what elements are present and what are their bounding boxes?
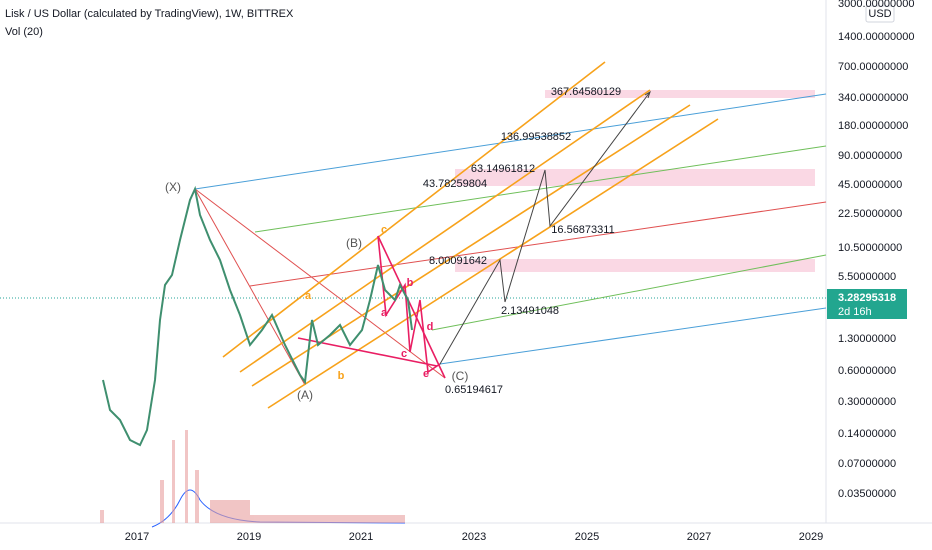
zone [545, 90, 815, 98]
time-label: 2021 [349, 531, 373, 543]
price-label: 3000.00000000 [838, 0, 914, 10]
wave-letter: a [381, 307, 388, 319]
price-label: 45.00000000 [838, 179, 902, 191]
wave-letter: e [423, 368, 429, 380]
time-label: 2025 [575, 531, 599, 543]
price-label: 1.30000000 [838, 333, 896, 345]
wave-letter: a [305, 290, 312, 302]
wave-label: (X) [165, 180, 181, 194]
time-labels: 2017 2019 2021 2023 2025 2027 2029 [125, 531, 823, 543]
wave-label: (B) [346, 236, 362, 250]
trend-line [249, 201, 827, 287]
volume-bar [250, 515, 405, 523]
price-label: 1400.00000000 [838, 31, 914, 43]
level-label: 8.00091642 [429, 255, 487, 267]
wave-label: (A) [297, 388, 313, 402]
level-label: 43.78259804 [423, 178, 487, 190]
time-label: 2027 [687, 531, 711, 543]
time-label: 2019 [237, 531, 261, 543]
time-label: 2017 [125, 531, 149, 543]
level-label: 16.56873311 [551, 224, 614, 236]
currency[interactable]: USD [868, 8, 891, 20]
trend-line [254, 145, 827, 233]
symbol-title: Lisk / US Dollar (calculated by TradingV… [5, 8, 294, 20]
price-label: 90.00000000 [838, 150, 902, 162]
volume-bar [172, 440, 175, 523]
volume-bar [195, 470, 199, 523]
current-price-box [827, 289, 907, 319]
channel-line [239, 89, 651, 373]
level-label: 0.65194617 [445, 384, 503, 396]
volume-bar [100, 510, 104, 523]
zones [455, 90, 815, 272]
price-label: 22.50000000 [838, 208, 902, 220]
price-label: 340.00000000 [838, 92, 908, 104]
price-label: 0.03500000 [838, 488, 896, 500]
trend-line [194, 93, 827, 190]
price-label: 10.50000000 [838, 242, 902, 254]
volume-bar [210, 500, 250, 523]
indicator-label: Vol (20) [5, 26, 43, 38]
price-label: 0.60000000 [838, 365, 896, 377]
price-label: 700.00000000 [838, 61, 908, 73]
volume-bar [160, 480, 164, 523]
projection [439, 91, 651, 365]
wave-letter: c [401, 348, 407, 360]
wave-letter: c [381, 224, 387, 236]
wave-label: (C) [452, 369, 469, 383]
triangle-path [377, 235, 441, 374]
countdown: 2d 16h [838, 306, 872, 318]
time-label: 2029 [799, 531, 823, 543]
channel-line [267, 118, 719, 409]
channel-line [222, 61, 606, 358]
arrow-head [644, 90, 651, 99]
zone [455, 259, 815, 272]
trend-line [439, 307, 827, 365]
wave-letter: b [407, 277, 414, 289]
wave-letter: d [427, 321, 434, 333]
price-label: 0.14000000 [838, 428, 896, 440]
level-label: 367.64580129 [551, 86, 621, 98]
level-label: 2.13491048 [501, 305, 559, 317]
time-label: 2023 [462, 531, 486, 543]
triangle-line [377, 235, 446, 379]
volume-bar [185, 430, 188, 523]
price-labels: 3000.00000000 1400.00000000 700.00000000… [838, 0, 914, 500]
drawings [102, 61, 827, 528]
current-price: 3.28295318 [838, 292, 896, 304]
price-label: 5.50000000 [838, 271, 896, 283]
price-label: 0.30000000 [838, 396, 896, 408]
volume [100, 430, 405, 523]
level-label: 63.14961812 [471, 163, 535, 175]
trend-line [194, 188, 446, 379]
wave-letter: b [338, 370, 345, 382]
level-label: 136.99538852 [501, 131, 571, 143]
trend-line [431, 254, 827, 331]
trend-line [194, 188, 306, 386]
price-label: 180.00000000 [838, 120, 908, 132]
currency-box[interactable] [865, 5, 895, 23]
price-series [102, 185, 413, 447]
price-label: 0.07000000 [838, 458, 896, 470]
